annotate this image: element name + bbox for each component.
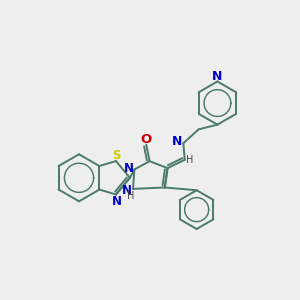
Text: H: H: [186, 155, 194, 165]
Text: N: N: [122, 184, 132, 197]
Text: N: N: [212, 70, 223, 83]
Text: N: N: [112, 195, 122, 208]
Text: N: N: [124, 162, 134, 175]
Text: N: N: [172, 135, 182, 148]
Text: O: O: [140, 134, 151, 146]
Text: S: S: [112, 149, 121, 162]
Text: H: H: [127, 191, 134, 201]
